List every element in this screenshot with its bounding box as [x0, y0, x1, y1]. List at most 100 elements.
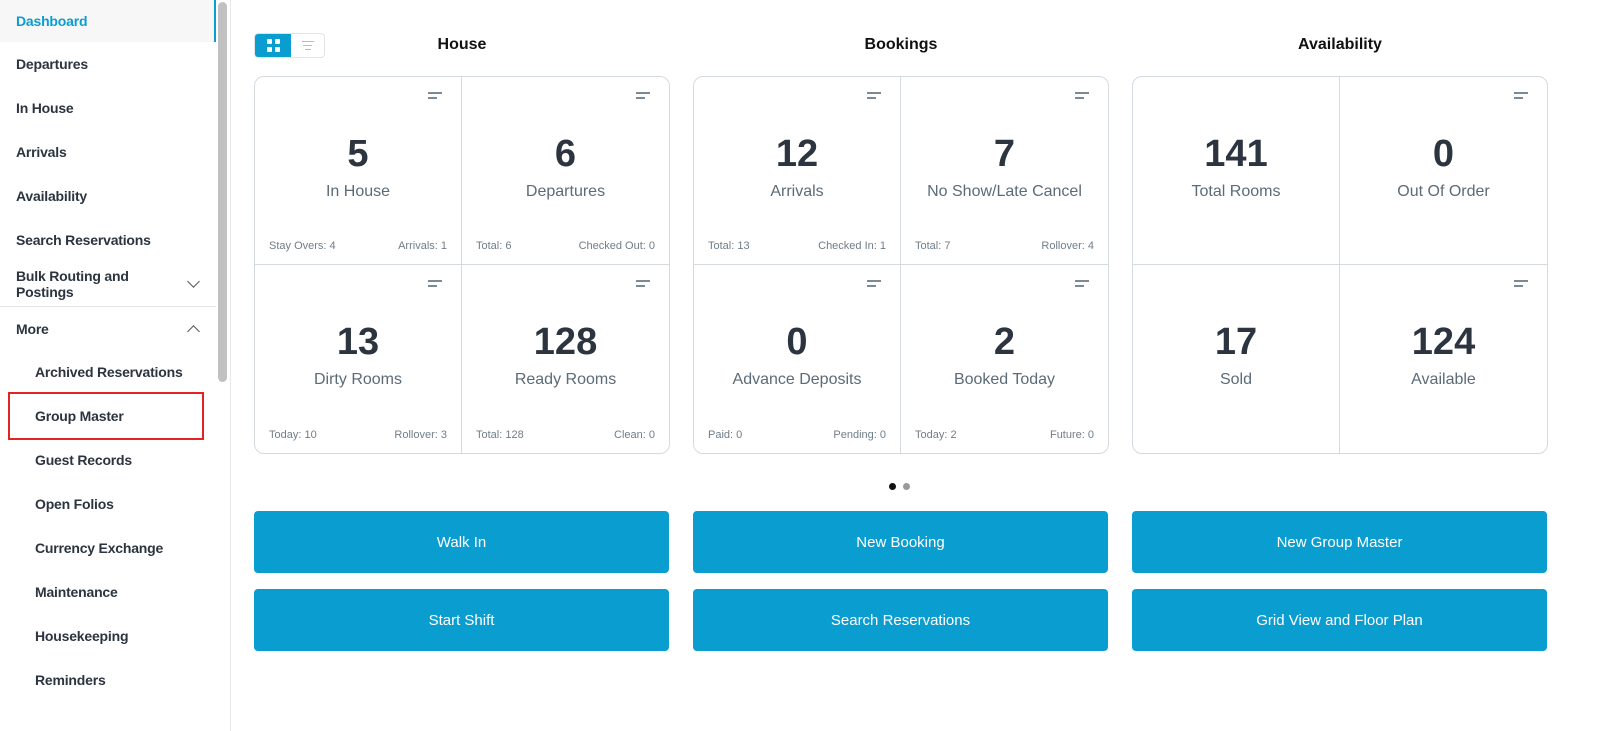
stat-card-out-of-order[interactable]: 0 Out Of Order — [1340, 77, 1547, 265]
stat-detail-left: Total: 13 — [708, 240, 750, 252]
stats-panel: 12 Arrivals Total: 13 Checked In: 1 7 No S… — [693, 76, 1109, 454]
stat-card-dirty-rooms[interactable]: 13 Dirty Rooms Today: 10 Rollover: 3 — [255, 265, 462, 453]
filter-icon[interactable] — [636, 92, 650, 99]
stat-card-departures[interactable]: 6 Departures Total: 6 Checked Out: 0 — [462, 77, 669, 265]
sidebar-item-housekeeping[interactable]: Housekeeping — [0, 614, 216, 658]
stat-card-total-rooms[interactable]: 141 Total Rooms — [1133, 77, 1340, 265]
sidebar-item-label: Bulk Routing and Postings — [16, 268, 129, 300]
sidebar-item-in-house[interactable]: In House — [0, 86, 216, 130]
grid-view-and-floor-plan-button[interactable]: Grid View and Floor Plan — [1132, 589, 1547, 651]
filter-icon[interactable] — [1075, 280, 1089, 287]
stat-detail-right: Checked In: 1 — [818, 240, 886, 252]
stat-card-no-show-late-cancel[interactable]: 7 No Show/Late Cancel Total: 7 Rollover: … — [901, 77, 1108, 265]
sidebar-item-label: Departures — [16, 56, 88, 72]
stat-value: 2 — [993, 321, 1016, 363]
sidebar-item-label: Reminders — [35, 672, 106, 688]
search-reservations-button[interactable]: Search Reservations — [693, 589, 1108, 651]
stat-detail-left: Total: 128 — [476, 429, 524, 441]
stat-card-in-house[interactable]: 5 In House Stay Overs: 4 Arrivals: 1 — [255, 77, 462, 265]
stat-detail-left: Today: 10 — [269, 429, 317, 441]
stat-detail-right: Rollover: 4 — [1041, 240, 1094, 252]
sidebar-item-departures[interactable]: Departures — [0, 42, 216, 86]
new-booking-button[interactable]: New Booking — [693, 511, 1108, 573]
stat-value: 12 — [775, 133, 819, 175]
list-view-button[interactable] — [291, 34, 324, 57]
sidebar-item-search-reservations[interactable]: Search Reservations — [0, 218, 216, 262]
stat-value: 6 — [554, 133, 577, 175]
sidebar-item-group-master[interactable]: Group Master — [0, 394, 216, 438]
start-shift-button[interactable]: Start Shift — [254, 589, 669, 651]
stat-detail-right: Checked Out: 0 — [578, 240, 655, 252]
filter-icon[interactable] — [867, 92, 881, 99]
sidebar-item-label: Maintenance — [35, 584, 118, 600]
stat-card-arrivals[interactable]: 12 Arrivals Total: 13 Checked In: 1 — [694, 77, 901, 265]
stats-panel: 141 Total Rooms 0 Out Of Order 17 Sold 1… — [1132, 76, 1548, 454]
filter-icon[interactable] — [428, 280, 442, 287]
sidebar-item-more[interactable]: More — [0, 306, 216, 350]
stat-value: 141 — [1204, 133, 1268, 175]
stat-card-booked-today[interactable]: 2 Booked Today Today: 2 Future: 0 — [901, 265, 1108, 453]
stat-label: Available — [1411, 371, 1476, 388]
stat-card-available[interactable]: 124 Available — [1340, 265, 1547, 453]
sidebar: Dashboard Departures In House Arrivals Avail… — [0, 0, 216, 731]
page-dot-2[interactable] — [903, 483, 910, 490]
stat-label: No Show/Late Cancel — [927, 183, 1082, 200]
chevron-up-icon[interactable] — [187, 324, 200, 338]
filter-icon[interactable] — [1075, 92, 1089, 99]
stat-value: 5 — [347, 133, 369, 175]
sidebar-scrollbar[interactable] — [218, 2, 227, 382]
stat-detail-right: Future: 0 — [1049, 429, 1094, 441]
column-title: House — [437, 36, 487, 53]
stat-value: 17 — [1214, 321, 1258, 363]
sidebar-item-dashboard[interactable]: Dashboard — [0, 0, 216, 42]
sidebar-item-arrivals[interactable]: Arrivals — [0, 130, 216, 174]
grid-view-button[interactable] — [255, 34, 291, 57]
stat-detail-left: Total: 6 — [476, 240, 512, 252]
filter-icon[interactable] — [867, 280, 881, 287]
sidebar-item-open-folios[interactable]: Open Folios — [0, 482, 216, 526]
sidebar-item-archived-reservations[interactable]: Archived Reservations — [0, 350, 216, 394]
pagination-dots — [889, 483, 910, 490]
stat-label: Ready Rooms — [514, 371, 617, 388]
stat-label: Dirty Rooms — [313, 371, 402, 388]
stat-value: 0 — [786, 321, 808, 363]
stat-card-advance-deposits[interactable]: 0 Advance Deposits Paid: 0 Pending: 0 — [694, 265, 901, 453]
stat-card-ready-rooms[interactable]: 128 Ready Rooms Total: 128 Clean: 0 — [462, 265, 669, 453]
stat-detail-left: Stay Overs: 4 — [269, 240, 336, 252]
sidebar-item-label: Arrivals — [16, 144, 67, 160]
sidebar-item-label: Guest Records — [35, 452, 132, 468]
stat-detail-right: Pending: 0 — [833, 429, 886, 441]
sidebar-item-guest-records[interactable]: Guest Records — [0, 438, 216, 482]
sidebar-item-availability[interactable]: Availability — [0, 174, 216, 218]
stat-label: Booked Today — [953, 371, 1056, 388]
sidebar-item-bulk-routing-and-postings[interactable]: Bulk Routing and Postings — [0, 262, 216, 306]
walk-in-button[interactable]: Walk In — [254, 511, 669, 573]
stat-label: Departures — [525, 183, 606, 200]
filter-icon[interactable] — [1514, 280, 1528, 287]
stats-panel: 5 In House Stay Overs: 4 Arrivals: 1 6 Dep… — [254, 76, 670, 454]
stat-value: 128 — [533, 321, 598, 363]
sidebar-item-label: Group Master — [35, 408, 124, 424]
stat-label: In House — [325, 183, 391, 200]
sidebar-item-maintenance[interactable]: Maintenance — [0, 570, 216, 614]
stat-card-sold[interactable]: 17 Sold — [1133, 265, 1340, 453]
stat-detail-right: Clean: 0 — [614, 429, 655, 441]
chevron-down-icon[interactable] — [187, 275, 200, 288]
filter-icon[interactable] — [636, 280, 650, 287]
page-dot-1[interactable] — [889, 483, 896, 490]
sidebar-item-reminders[interactable]: Reminders — [0, 658, 216, 702]
stat-label: Advance Deposits — [732, 371, 862, 388]
divider — [230, 0, 231, 731]
filter-icon[interactable] — [428, 92, 442, 99]
stat-label: Arrivals — [770, 183, 824, 200]
stat-detail-left: Paid: 0 — [708, 429, 743, 441]
column-title: Availability — [1298, 36, 1382, 53]
sidebar-item-currency-exchange[interactable]: Currency Exchange — [0, 526, 216, 570]
new-group-master-button[interactable]: New Group Master — [1132, 511, 1547, 573]
column-title: Bookings — [864, 36, 938, 53]
filter-icon[interactable] — [1514, 92, 1528, 99]
sidebar-item-label: Housekeeping — [35, 628, 129, 644]
stat-value: 7 — [993, 133, 1016, 175]
stat-detail-left: Today: 2 — [915, 429, 957, 441]
sidebar-item-label: Open Folios — [35, 496, 114, 512]
